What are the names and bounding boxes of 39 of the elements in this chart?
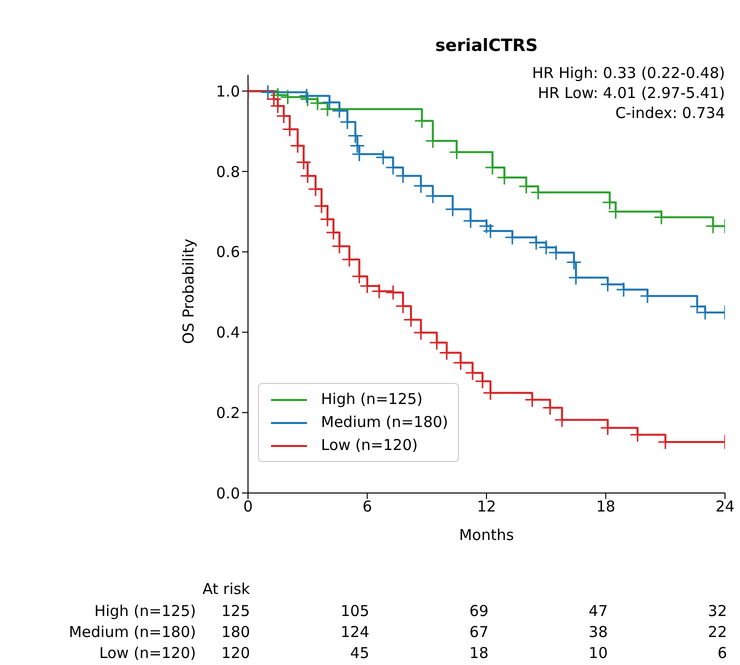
x-tick-label: 24 [715,498,735,516]
y-tick-label: 1.0 [216,82,240,100]
text: 38 [588,623,608,641]
text: 32 [708,602,727,620]
text: 125 [221,602,250,620]
legend-label: High (n=125) [321,389,423,410]
annotation: C-index: 0.734 [615,104,725,122]
text: 22 [708,623,727,641]
text: At risk [202,580,250,598]
annotation: HR Low: 4.01 (2.97-5.41) [538,84,725,102]
text: Medium (n=180) [68,623,196,641]
y-tick-label: 0.0 [216,484,240,502]
text: 6 [717,644,727,662]
legend-label: Medium (n=180) [321,412,448,433]
x-tick-label: 6 [362,498,372,516]
text: 124 [340,623,370,641]
text: 120 [221,644,250,662]
text: Low (n=120) [99,644,196,662]
y-tick-label: 0.2 [216,404,240,422]
y-tick-label: 0.4 [216,324,240,342]
y-axis-title: OS Probability [179,238,198,344]
x-tick-label: 0 [243,498,253,516]
text: 10 [588,644,608,662]
text: 47 [588,602,608,620]
chart-title: serialCTRS [434,36,539,56]
text: 18 [469,644,488,662]
text: 45 [350,644,370,662]
y-tick-label: 0.8 [216,162,240,181]
legend-label: Low (n=120) [321,435,418,456]
x-tick-label: 12 [476,498,496,516]
text: 180 [221,623,250,641]
text: 67 [469,623,488,641]
x-tick-label: 18 [596,498,616,516]
text: 69 [469,602,488,620]
x-axis-title: Months [459,526,514,544]
text: High (n=125) [94,602,196,620]
text: 105 [340,602,370,620]
y-tick-label: 0.6 [216,243,240,262]
annotation: HR High: 0.33 (0.22-0.48) [532,64,725,82]
